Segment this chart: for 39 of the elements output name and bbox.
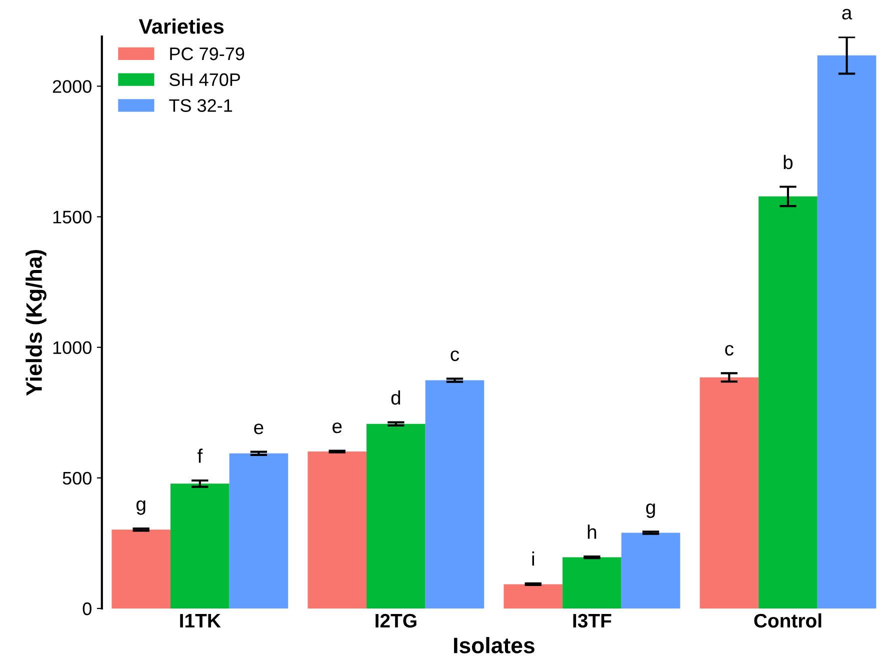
bar xyxy=(562,557,622,608)
y-tick-label: 0 xyxy=(82,602,92,616)
bar xyxy=(170,484,230,608)
bar xyxy=(817,55,876,608)
data-label: a xyxy=(842,8,852,20)
data-label: h xyxy=(588,524,596,539)
legend-title: Varieties xyxy=(138,18,224,34)
y-tick-label: 500 xyxy=(62,472,92,485)
data-label: e xyxy=(254,424,264,434)
y-axis-title: Yields (Kg/ha) xyxy=(26,250,46,396)
x-axis-title: Isolates xyxy=(454,637,534,654)
bar xyxy=(621,532,680,608)
data-label: b xyxy=(784,154,793,170)
bar xyxy=(112,530,170,608)
bar xyxy=(504,584,563,608)
y-tick-label: 1000 xyxy=(53,341,92,354)
y-tick-label: 2000 xyxy=(52,80,92,93)
data-label: i xyxy=(532,552,534,566)
data-label: c xyxy=(450,350,460,362)
legend-label: SH 470P xyxy=(170,73,240,86)
data-label: g xyxy=(136,500,146,515)
y-tick-label: 1500 xyxy=(53,210,92,224)
x-tick-label: I3TF xyxy=(573,614,612,628)
x-tick-label: I1TK xyxy=(180,614,221,628)
bar xyxy=(700,377,759,608)
bar xyxy=(308,452,367,608)
data-label: f xyxy=(197,448,203,463)
data-label: d xyxy=(391,390,400,405)
data-label: g xyxy=(646,504,655,518)
data-label: e xyxy=(332,422,342,434)
data-label: c xyxy=(725,344,734,356)
legend-label: PC 79-79 xyxy=(170,47,244,60)
bar xyxy=(425,380,484,608)
bar xyxy=(758,196,818,608)
x-tick-label: Control xyxy=(754,613,822,628)
bar xyxy=(366,424,426,608)
x-tick-label: I2TG xyxy=(376,614,416,628)
bar xyxy=(229,453,288,608)
legend-label: TS 32-1 xyxy=(169,99,232,112)
